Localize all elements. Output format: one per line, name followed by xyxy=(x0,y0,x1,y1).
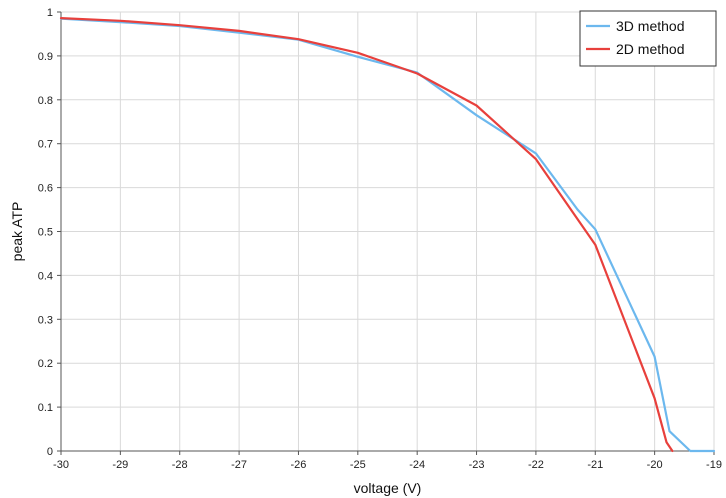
y-tick-label: 0.7 xyxy=(38,139,53,151)
y-tick-label: 0.9 xyxy=(38,51,53,63)
y-axis-ticks: 0 0.1 0.2 0.3 0.4 0.5 0.6 0.7 0.8 0.9 1 xyxy=(38,7,61,458)
legend: 3D method 2D method xyxy=(579,10,717,67)
x-tick-label: -25 xyxy=(350,459,366,471)
series-line-3d-method xyxy=(59,17,716,453)
y-tick-label: 0.4 xyxy=(38,270,53,282)
grid xyxy=(60,11,715,452)
x-axis-label: voltage (V) xyxy=(354,480,422,496)
x-tick-label: -21 xyxy=(587,459,603,471)
y-tick-label: 0.3 xyxy=(38,314,53,326)
y-axis-label: peak ATP xyxy=(9,202,25,262)
series-line-2d-method xyxy=(59,17,674,453)
y-tick-label: 1 xyxy=(47,7,53,19)
legend-label: 3D method xyxy=(616,18,684,34)
legend-items: 3D method 2D method xyxy=(586,18,684,57)
x-tick-label: -27 xyxy=(231,459,247,471)
legend-box xyxy=(579,10,717,67)
x-axis-ticks: -30 -29 -28 -27 -26 -25 -24 -23 -22 -21 -20 -19 xyxy=(53,451,722,471)
x-tick-label: -23 xyxy=(469,459,485,471)
y-tick-label: 0.6 xyxy=(38,183,53,195)
y-tick-label: 0 xyxy=(47,446,53,458)
y-tick-label: 0.1 xyxy=(38,402,53,414)
x-tick-label: -28 xyxy=(172,459,188,471)
series-lines xyxy=(59,17,716,453)
y-tick-label: 0.8 xyxy=(38,95,53,107)
x-tick-label: -19 xyxy=(706,459,722,471)
x-tick-label: -22 xyxy=(528,459,544,471)
x-tick-label: -26 xyxy=(291,459,307,471)
y-tick-label: 0.5 xyxy=(38,227,53,239)
x-tick-label: -24 xyxy=(409,459,425,471)
legend-label: 2D method xyxy=(616,41,684,57)
x-tick-label: -30 xyxy=(53,459,69,471)
x-tick-label: -20 xyxy=(647,459,663,471)
y-tick-label: 0.2 xyxy=(38,358,53,370)
x-tick-label: -29 xyxy=(112,459,128,471)
